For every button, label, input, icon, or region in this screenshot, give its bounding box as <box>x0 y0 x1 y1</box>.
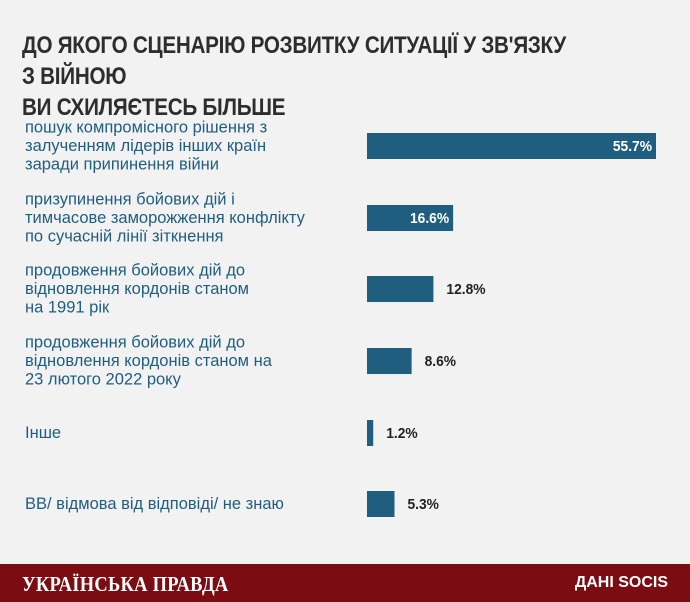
brand-logo: УКРАЇНСЬКА ПРАВДА <box>22 572 229 596</box>
chart-title-line-2: ВИ СХИЛЯЄТЕСЬ БІЛЬШЕ <box>22 94 286 121</box>
chart-title: ДО ЯКОГО СЦЕНАРІЮ РОЗВИТКУ СИТУАЦІЇ У ЗВ… <box>22 30 581 123</box>
category-label: Інше <box>25 424 61 442</box>
bar <box>367 491 395 517</box>
bar <box>367 420 374 446</box>
category-label: продовження бойових дій до відновлення ко… <box>25 334 273 389</box>
value-label: 12.8% <box>446 282 485 299</box>
bar <box>367 348 412 374</box>
bar <box>367 205 454 231</box>
footer-bar: УКРАЇНСЬКА ПРАВДА ДАНІ SOCIS <box>0 564 690 602</box>
bar <box>367 133 656 159</box>
category-label: призупинення бойових дій і тимчасове замо… <box>25 191 306 246</box>
chart-title-line-1: ДО ЯКОГО СЦЕНАРІЮ РОЗВИТКУ СИТУАЦІЇ У ЗВ… <box>22 32 567 90</box>
category-label: продовження бойових дій до відновлення ко… <box>25 262 249 317</box>
data-source: ДАНІ SOCIS <box>574 574 668 591</box>
value-label: 8.6% <box>425 354 457 371</box>
value-label: 55.7% <box>613 139 652 156</box>
value-label: 1.2% <box>386 426 418 443</box>
value-label: 5.3% <box>407 497 439 514</box>
value-label: 16.6% <box>410 211 449 228</box>
bar-chart: пошук компромісного рішення з залученням … <box>25 119 656 517</box>
category-label: пошук компромісного рішення з залученням … <box>25 119 267 174</box>
category-label: ВВ/ відмова від відповіді/ не знаю <box>25 495 284 513</box>
bar <box>367 276 434 302</box>
